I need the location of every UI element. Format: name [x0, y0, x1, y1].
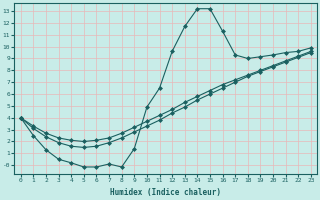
- X-axis label: Humidex (Indice chaleur): Humidex (Indice chaleur): [110, 188, 221, 197]
